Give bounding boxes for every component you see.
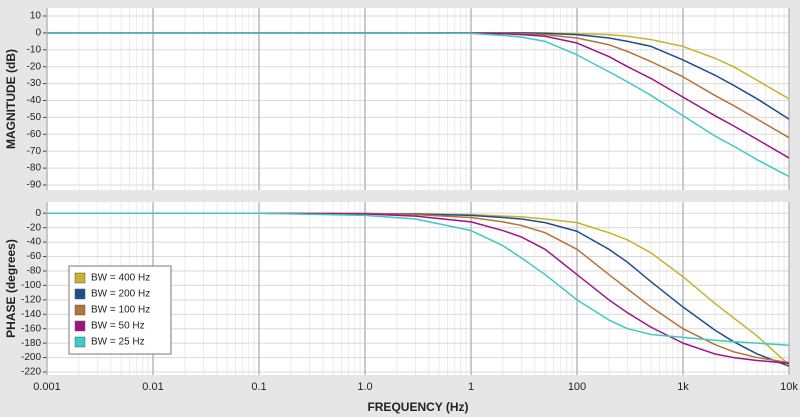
legend-swatch [74, 304, 86, 316]
y-tick-label: -20 [27, 222, 42, 233]
x-tick-label: 1.0 [357, 381, 372, 393]
legend-label: BW = 400 Hz [91, 273, 150, 284]
x-tick-label: 1k [677, 381, 689, 393]
y-tick-label: -20 [27, 61, 42, 72]
y-tick-label: -220 [21, 367, 41, 378]
y-tick-label: -70 [27, 146, 42, 157]
y-tick-label: -100 [21, 280, 41, 291]
legend-swatch [74, 288, 86, 300]
series-line [47, 32, 790, 178]
y-tick-label: -40 [27, 95, 42, 106]
y-tick-label: -10 [27, 44, 42, 55]
legend: BW = 400 Hz BW = 200 Hz BW = 100 Hz BW = 50… [68, 265, 172, 355]
legend-label: BW = 25 Hz [91, 337, 145, 348]
series-line [47, 212, 790, 347]
y-tick-label: -90 [27, 180, 42, 191]
series-line [47, 212, 790, 365]
y-axis-title: MAGNITUDE (dB) [4, 49, 18, 149]
legend-label: BW = 50 Hz [91, 321, 145, 332]
y-axis-title: PHASE (degrees) [4, 239, 18, 338]
y-tick-label: -30 [27, 78, 42, 89]
y-tick-label: 0 [35, 208, 41, 219]
y-tick-label: -140 [21, 309, 41, 320]
y-tick-label: -180 [21, 338, 41, 349]
y-tick-label: -80 [27, 266, 42, 277]
x-axis-title: FREQUENCY (Hz) [367, 400, 468, 414]
x-tick-label: 100 [568, 381, 586, 393]
x-tick-label: 0.1 [251, 381, 266, 393]
y-tick-label: -200 [21, 352, 41, 363]
x-tick-label: 1 [468, 381, 474, 393]
x-tick-label: 0.001 [33, 381, 61, 393]
y-tick-label: -60 [27, 251, 42, 262]
x-tick-label: 0.01 [142, 381, 163, 393]
y-tick-label: -80 [27, 163, 42, 174]
x-tick-label: 10k [780, 381, 798, 393]
legend-swatch [74, 272, 86, 284]
y-tick-label: -160 [21, 323, 41, 334]
legend-box [68, 265, 172, 355]
y-tick-label: 10 [30, 11, 42, 22]
y-tick-label: -50 [27, 112, 42, 123]
y-tick-label: -120 [21, 294, 41, 305]
legend-swatch [74, 336, 86, 348]
y-tick-label: 0 [35, 28, 41, 39]
legend-label: BW = 200 Hz [91, 289, 150, 300]
y-tick-label: -60 [27, 129, 42, 140]
legend-swatch [74, 320, 86, 332]
legend-label: BW = 100 Hz [91, 305, 150, 316]
plot-area [47, 8, 789, 190]
y-tick-label: -40 [27, 237, 42, 248]
